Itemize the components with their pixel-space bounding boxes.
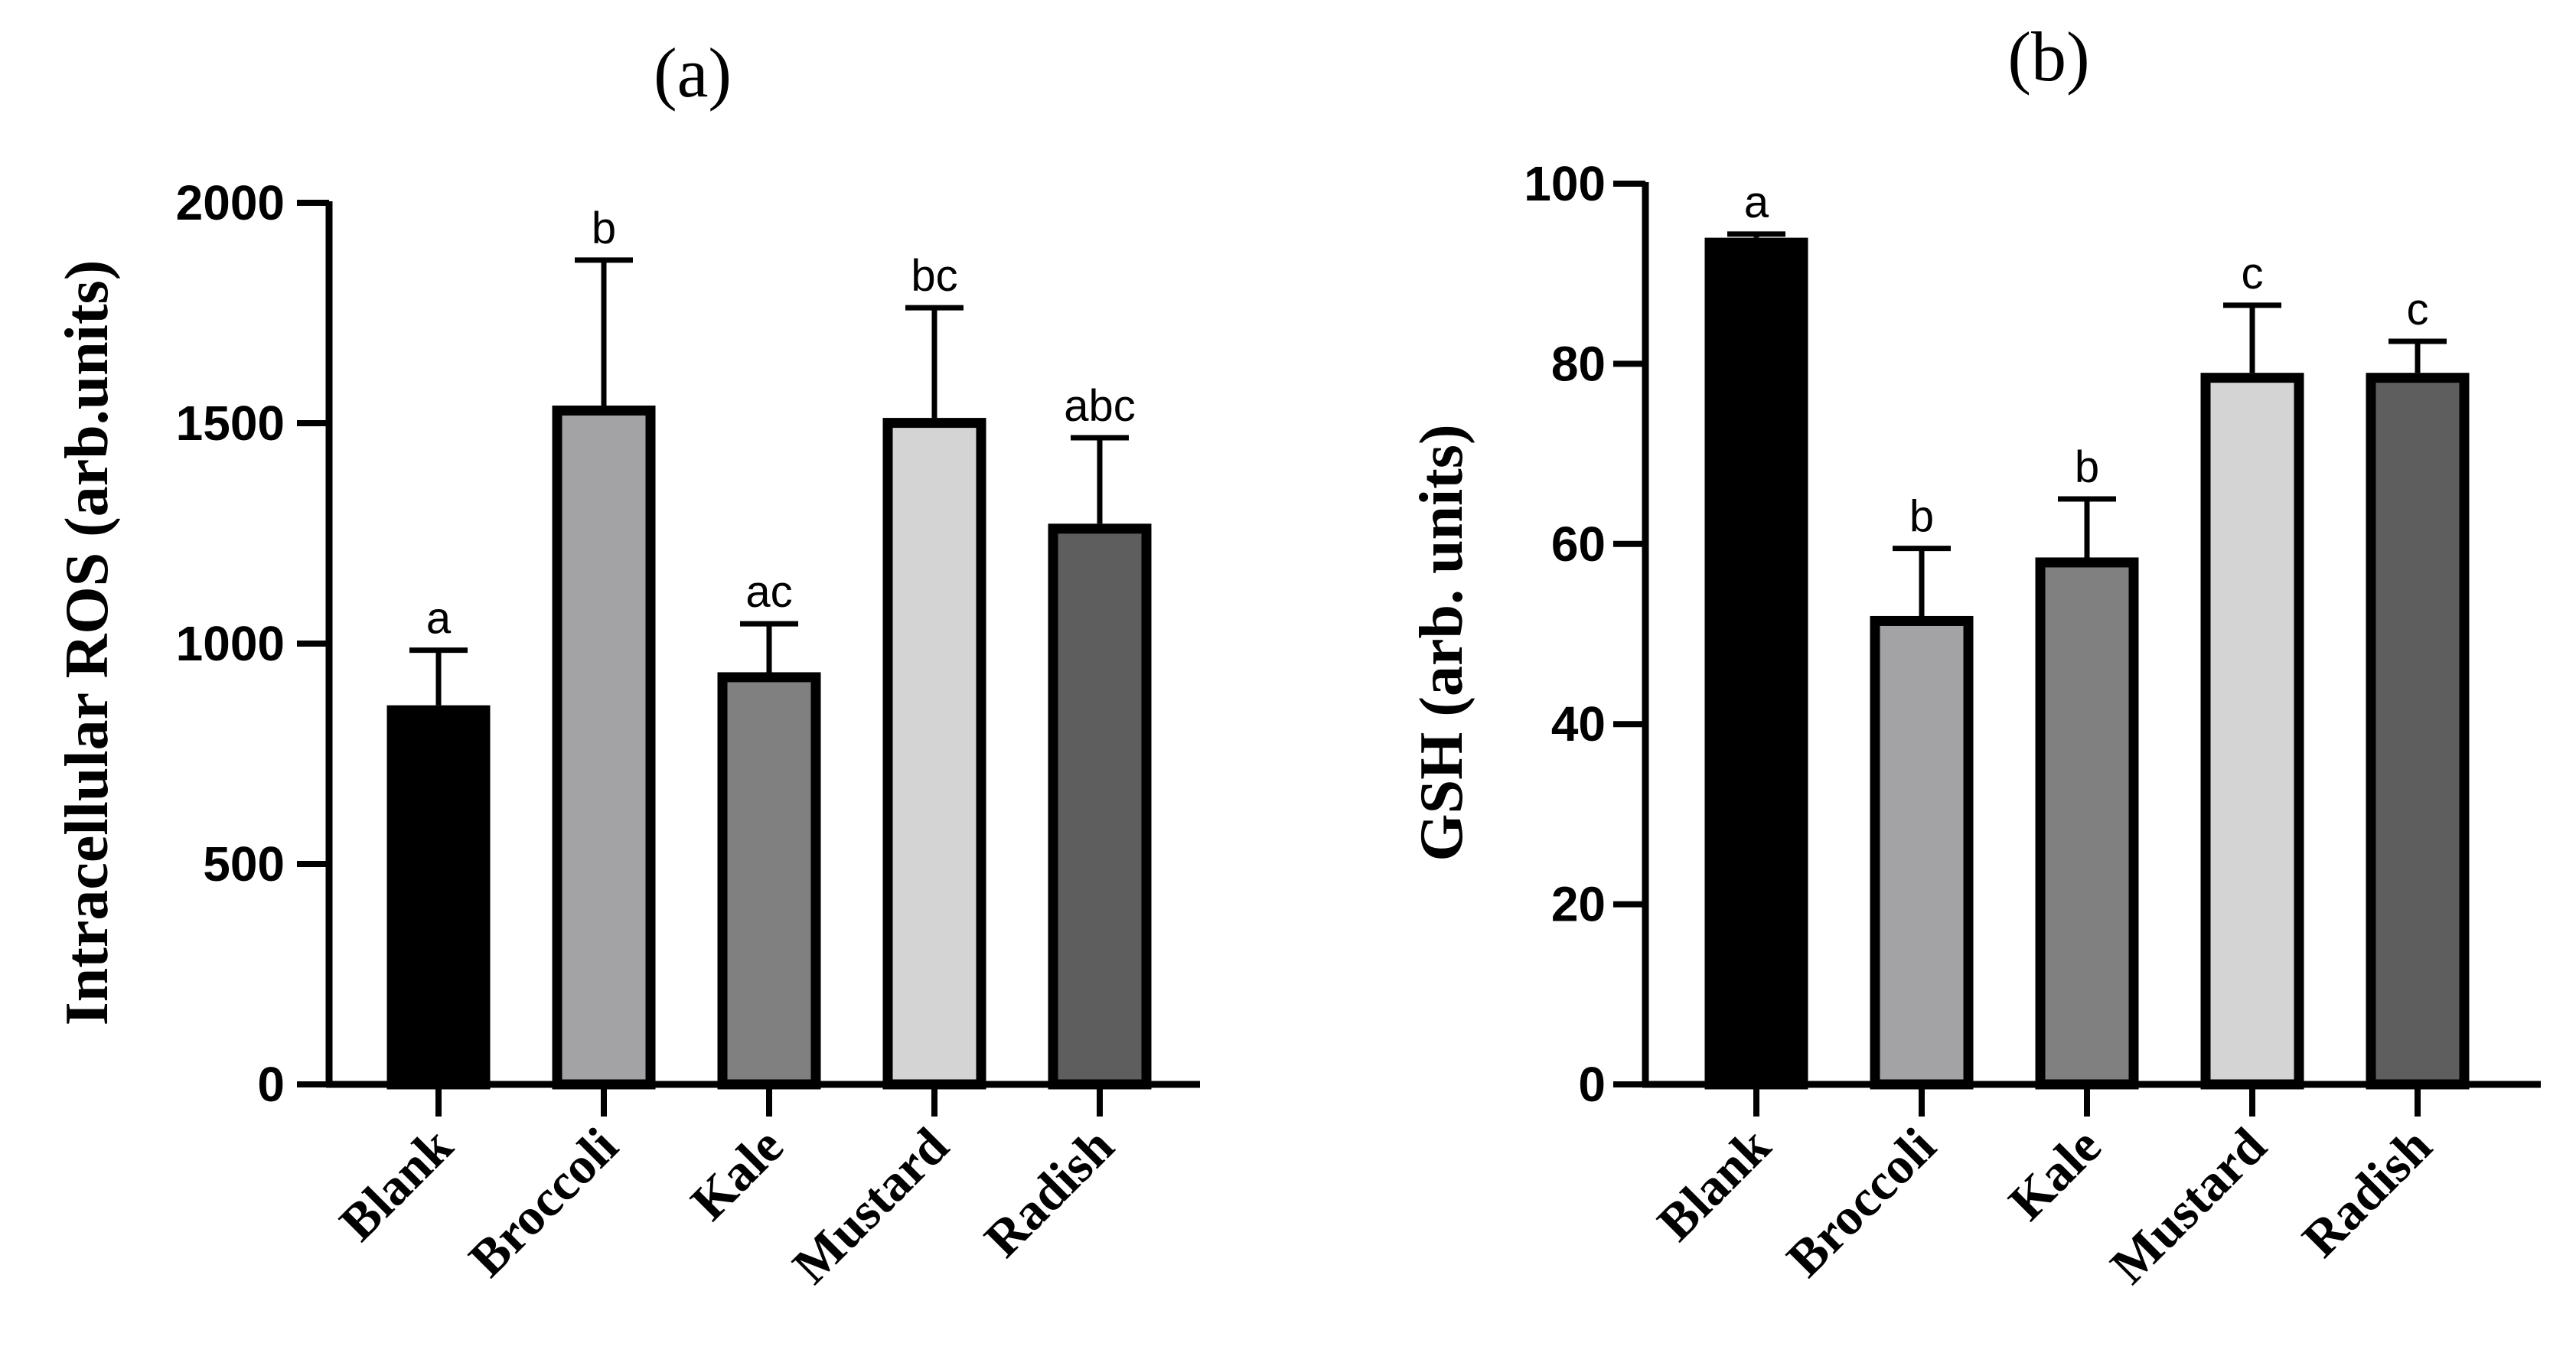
y-tick-label: 500 — [203, 836, 285, 892]
x-tick-label: Blank — [1646, 1117, 1782, 1252]
x-tick-label: Kale — [680, 1117, 794, 1231]
bar-broccoli — [1870, 615, 1974, 1090]
bar-blank — [386, 705, 491, 1090]
y-tick-label: 1000 — [176, 616, 285, 671]
chart-panel-a: (a) 0 500 1000 1500 2000 Intracellular ROS (ar… — [54, 34, 1200, 1295]
significance-label: b — [1909, 492, 1934, 542]
significance-label: a — [426, 594, 452, 644]
bar-mustard — [882, 418, 986, 1090]
significance-label: a — [1744, 178, 1769, 227]
bar-radish — [1048, 523, 1152, 1090]
y-tick-label: 2000 — [176, 175, 285, 230]
bar-kale — [717, 672, 821, 1090]
y-tick-label: 100 — [1524, 156, 1606, 211]
bar-kale — [2035, 557, 2139, 1090]
significance-label: ac — [745, 567, 792, 617]
panel-title: (a) — [654, 34, 732, 112]
significance-label: c — [2242, 249, 2264, 298]
y-tick-label: 60 — [1551, 517, 1606, 572]
x-tick-label: Radish — [973, 1117, 1125, 1268]
bar-broccoli — [552, 405, 656, 1090]
bar-mustard — [2200, 373, 2304, 1090]
x-tick-label: Radish — [2291, 1117, 2443, 1268]
x-tick-label: Kale — [1997, 1117, 2112, 1231]
y-tick-label: 80 — [1551, 336, 1606, 391]
x-tick-label: Broccoli — [458, 1117, 629, 1288]
y-tick-label: 0 — [257, 1057, 285, 1112]
significance-label: c — [2407, 285, 2429, 334]
bar-blank — [1704, 237, 1808, 1090]
y-tick-label: 0 — [1578, 1057, 1606, 1112]
y-tick-label: 1500 — [176, 396, 285, 451]
significance-label: abc — [1064, 381, 1136, 431]
x-tick-label: Broccoli — [1775, 1117, 1947, 1288]
panel-title: (b) — [2007, 18, 2089, 96]
significance-label: bc — [911, 251, 957, 301]
x-tick-label: Mustard — [2099, 1117, 2278, 1295]
y-axis-title: GSH (arb. units) — [1408, 424, 1475, 861]
y-tick-label: 40 — [1551, 696, 1606, 751]
x-tick-label: Mustard — [781, 1117, 960, 1295]
y-tick-label: 20 — [1551, 877, 1606, 932]
significance-label: b — [2075, 442, 2099, 492]
bar-radish — [2366, 373, 2470, 1090]
y-axis-title: Intracellular ROS (arb.units) — [54, 260, 121, 1026]
chart-panel-b: (b) 0 20 40 60 80 100 GSH (arb. units) a Blank b Br… — [1408, 18, 2541, 1295]
x-tick-label: Blank — [328, 1117, 464, 1252]
significance-label: b — [592, 204, 616, 253]
